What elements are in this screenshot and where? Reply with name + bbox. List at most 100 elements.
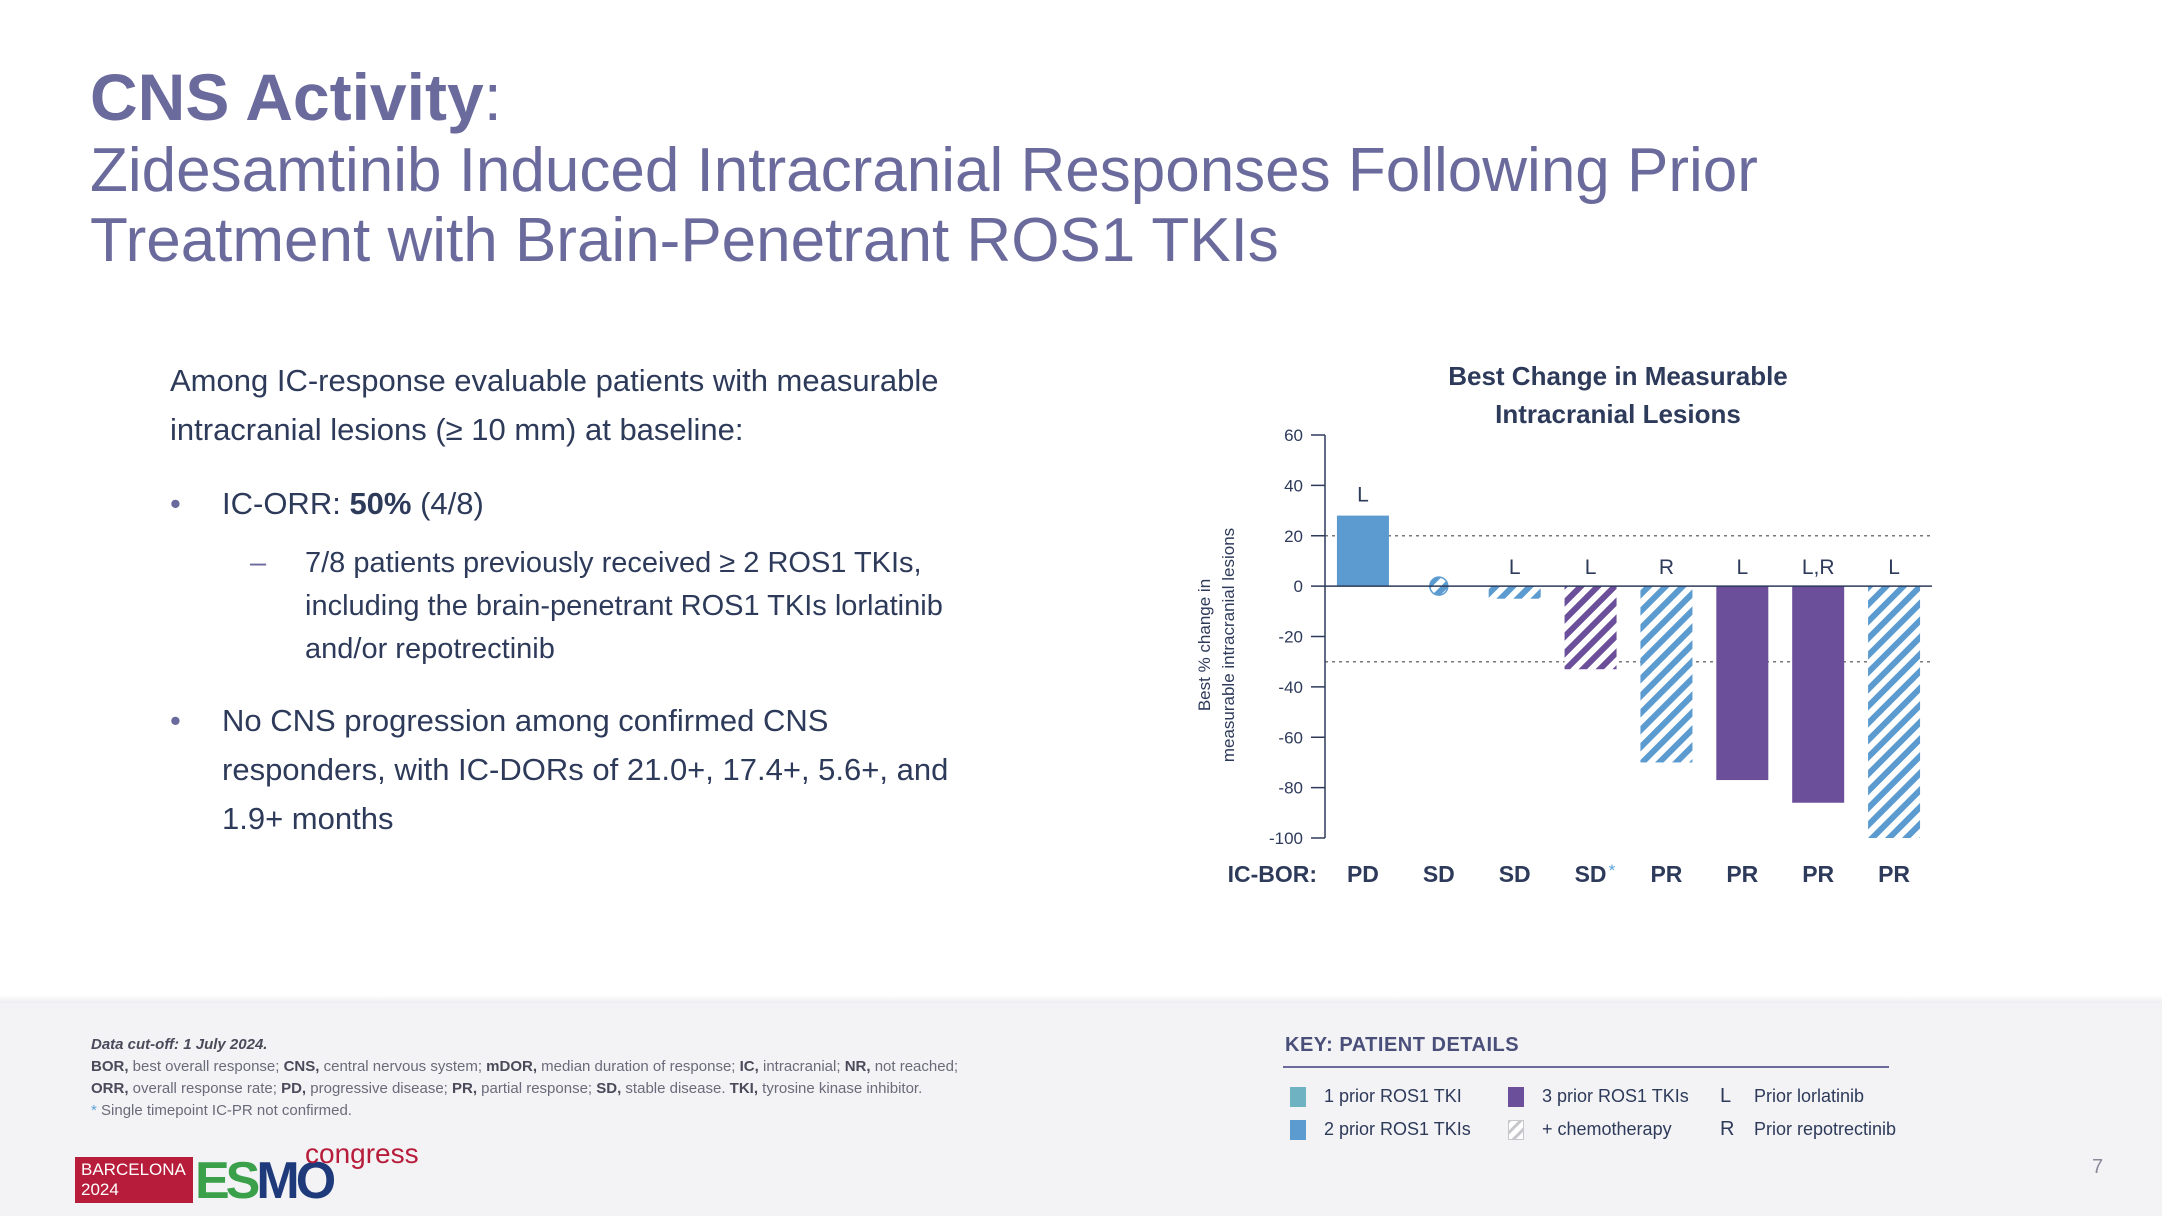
slide-title-block: CNS Activity: Zidesamtinib Induced Intra…	[90, 58, 2090, 276]
one-prior-label: 1 prior ROS1 TKI	[1324, 1086, 1462, 1106]
abbreviation-term: ORR,	[91, 1080, 129, 1097]
chemo-label: + chemotherapy	[1542, 1119, 1672, 1139]
chemo-hatch-swatch	[1508, 1120, 1524, 1140]
y-tick-label: 20	[1284, 527, 1303, 546]
unconfirmed-star: *	[1609, 861, 1616, 880]
footnote-star: * Single timepoint IC-PR not confirmed.	[91, 1100, 1291, 1122]
abbreviation-definition: progressive disease;	[306, 1080, 452, 1097]
abbreviation-definition: median duration of response;	[537, 1058, 740, 1075]
abbreviation-definition: intracranial;	[758, 1058, 845, 1075]
sub1-line-3: and/or repotrectinib	[305, 633, 555, 665]
logo-es: ES	[195, 1152, 260, 1210]
abbreviation-definition: central nervous system;	[319, 1058, 487, 1075]
y-axis-label-line-2: measurable intracranial lesions	[1219, 528, 1238, 762]
bar	[1564, 586, 1617, 670]
bar-prior-label: R	[1659, 556, 1674, 579]
bar	[1488, 586, 1541, 599]
abbreviation-definition: tyrosine kinase inhibitor.	[758, 1080, 923, 1097]
star-note: Single timepoint IC-PR not confirmed.	[96, 1102, 352, 1119]
one-prior-swatch	[1290, 1087, 1306, 1107]
abbreviation-term: TKI,	[729, 1080, 759, 1097]
ic-bor-label: SD	[1423, 861, 1455, 887]
repotrectinib-label: Prior repotrectinib	[1754, 1119, 1897, 1139]
bar	[1336, 515, 1389, 587]
abbreviation-definition: best overall response;	[128, 1058, 284, 1075]
sub-bullet-dash: –	[250, 547, 267, 579]
footer-band	[0, 1003, 2162, 1216]
abbreviation-term: PD,	[281, 1080, 307, 1097]
two-prior-label: 2 prior ROS1 TKIs	[1324, 1119, 1471, 1139]
slide-subtitle-line-2: Treatment with Brain-Penetrant ROS1 TKIs	[90, 206, 1279, 275]
footnote-cutoff: Data cut-off: 1 July 2024.	[91, 1034, 1291, 1056]
bar-prior-label: L	[1736, 556, 1748, 579]
star-mark: *	[91, 1102, 97, 1119]
key-title: KEY: PATIENT DETAILS	[1285, 1034, 1520, 1056]
abbreviation-term: PR,	[452, 1080, 478, 1097]
y-axis-label-line-1: Best % change in	[1195, 579, 1214, 711]
abbreviation-definition: partial response;	[477, 1080, 597, 1097]
bullet1-prefix: IC-ORR:	[222, 486, 350, 521]
y-axis-label: Best % change in measurable intracranial…	[1195, 528, 1238, 762]
logo-city-block: BARCELONA 2024	[75, 1157, 193, 1203]
bar-prior-label: L	[1509, 556, 1521, 579]
bullet2-line-2: responders, with IC-DORs of 21.0+, 17.4+…	[222, 752, 949, 787]
ic-bor-label: PR	[1726, 861, 1758, 887]
bar-prior-label: L,R	[1802, 556, 1835, 579]
sub1-line-1: 7/8 patients previously received ≥ 2 ROS…	[305, 547, 922, 579]
title-colon: :	[483, 60, 502, 134]
ic-bor-label: SD	[1575, 861, 1607, 887]
abbreviation-term: SD,	[596, 1080, 622, 1097]
y-tick-label: -80	[1278, 779, 1303, 798]
sub-bullet-prior-tkis: – 7/8 patients previously received ≥ 2 R…	[170, 542, 1030, 671]
three-prior-swatch	[1508, 1087, 1524, 1107]
ic-bor-axis-label: IC-BOR:	[1228, 861, 1317, 887]
two-prior-swatch	[1290, 1120, 1306, 1140]
y-tick-label: -40	[1278, 678, 1303, 697]
ic-bor-label: PD	[1347, 861, 1379, 887]
bar-prior-label: L	[1585, 556, 1597, 579]
intro-line-2: intracranial lesions (≥ 10 mm) at baseli…	[170, 412, 744, 447]
logo-mo: MO	[256, 1152, 336, 1210]
abbreviation-definition: stable disease.	[621, 1080, 730, 1097]
abbreviation-definition: not reached;	[870, 1058, 959, 1075]
abbreviation-term: mDOR,	[486, 1058, 538, 1075]
y-tick-label: -60	[1278, 728, 1303, 747]
abbreviation-term: NR,	[844, 1058, 871, 1075]
key-divider	[1283, 1066, 1889, 1068]
logo-city: BARCELONA	[81, 1160, 186, 1179]
abbreviation-term: CNS,	[283, 1058, 320, 1075]
abbreviation-term: BOR,	[91, 1058, 129, 1075]
repotrectinib-letter: R	[1720, 1118, 1735, 1140]
cutoff-text: Data cut-off: 1 July 2024.	[91, 1036, 268, 1053]
bullet-dot: •	[170, 703, 181, 738]
footnote-abbreviations-line-2: ORR, overall response rate; PD, progress…	[91, 1078, 1291, 1100]
slide-subtitle-line-1: Zidesamtinib Induced Intracranial Respon…	[90, 136, 1758, 205]
bar	[1640, 586, 1693, 763]
lorlatinib-label: Prior lorlatinib	[1754, 1086, 1865, 1106]
slide-title: CNS Activity:	[90, 58, 2090, 136]
bar-prior-label: L	[1888, 556, 1900, 579]
abbreviation-definition: overall response rate;	[128, 1080, 282, 1097]
waterfall-chart: Best Change in Measurable Intracranial L…	[1195, 361, 1932, 887]
ic-bor-label: PR	[1802, 861, 1834, 887]
intro-line-1: Among IC-response evaluable patients wit…	[170, 363, 939, 398]
lorlatinib-letter: L	[1720, 1085, 1732, 1107]
y-tick-label: 0	[1294, 577, 1303, 596]
sub1-line-2: including the brain-penetrant ROS1 TKIs …	[305, 590, 943, 622]
chart-title-line-2: Intracranial Lesions	[1495, 399, 1741, 429]
logo-year: 2024	[81, 1180, 119, 1199]
footer-shadow	[0, 995, 2162, 1005]
bullet1-suffix: (4/8)	[411, 486, 484, 521]
page-number: 7	[2092, 1156, 2104, 1178]
footnote-abbreviations-line-1: BOR, best overall response; CNS, central…	[91, 1056, 1291, 1078]
body-text: Among IC-response evaluable patients wit…	[170, 356, 1030, 843]
three-prior-label: 3 prior ROS1 TKIs	[1542, 1086, 1689, 1106]
y-tick-label: 60	[1284, 426, 1303, 445]
y-tick-label: -20	[1278, 628, 1303, 647]
bullet2-line-1: No CNS progression among confirmed CNS	[222, 703, 829, 738]
bar	[1792, 586, 1845, 803]
ic-bor-label: PR	[1878, 861, 1910, 887]
bar-prior-label: L	[1357, 484, 1369, 507]
bar	[1716, 586, 1769, 781]
